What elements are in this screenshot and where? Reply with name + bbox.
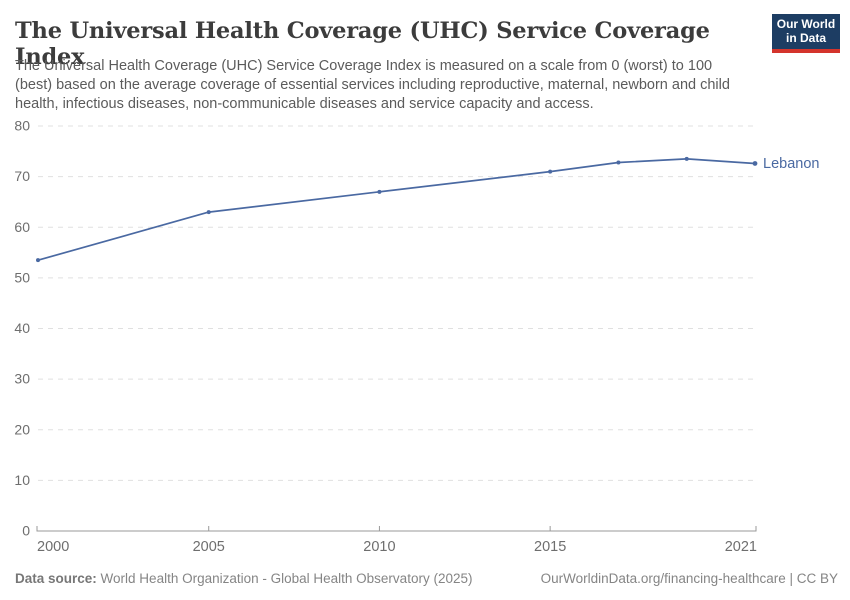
data-point[interactable] [752,161,758,166]
chart-subtitle: The Universal Health Coverage (UHC) Serv… [15,58,730,113]
chart-footer: Data source: World Health Organization -… [15,571,838,586]
data-source-label: Data source: [15,571,97,586]
y-tick-label: 20 [14,421,30,437]
series-line [37,158,756,262]
x-tick-label: 2010 [363,539,395,555]
y-tick-label: 50 [14,269,30,285]
y-tick-label: 70 [14,168,30,184]
data-point[interactable] [684,156,689,161]
owid-logo[interactable]: Our World in Data [772,14,840,53]
data-point[interactable] [206,210,211,215]
y-tick-label: 30 [14,371,30,387]
data-point[interactable] [548,169,553,174]
data-point[interactable] [616,160,621,165]
y-tick-label: 10 [14,472,30,488]
y-tick-label: 40 [14,320,30,336]
x-axis-line [36,526,757,532]
data-source-text: World Health Organization - Global Healt… [100,571,473,586]
y-tick-label: 60 [14,219,30,235]
x-tick-label: 2005 [193,539,225,555]
owid-logo-line2: in Data [785,30,826,45]
chart-title: The Universal Health Coverage (UHC) Serv… [15,18,710,70]
x-tick-label: 2015 [534,539,566,555]
x-tick-label: 2021 [725,539,757,555]
credit-link[interactable]: OurWorldinData.org/financing-healthcare … [540,571,838,586]
data-source: Data source: World Health Organization -… [15,571,472,586]
series-end-label: Lebanon [763,156,819,172]
y-tick-label: 0 [22,523,30,539]
data-point[interactable] [36,258,40,263]
x-tick-label: 2000 [37,539,69,555]
data-point[interactable] [377,189,382,194]
owid-logo-line1: Our World [776,17,836,31]
uhc-line-chart[interactable]: 0 10 20 30 40 50 60 70 80 2000 2005 2010 2015 2021 Leb… [0,113,850,563]
y-tick-label: 80 [14,118,30,134]
